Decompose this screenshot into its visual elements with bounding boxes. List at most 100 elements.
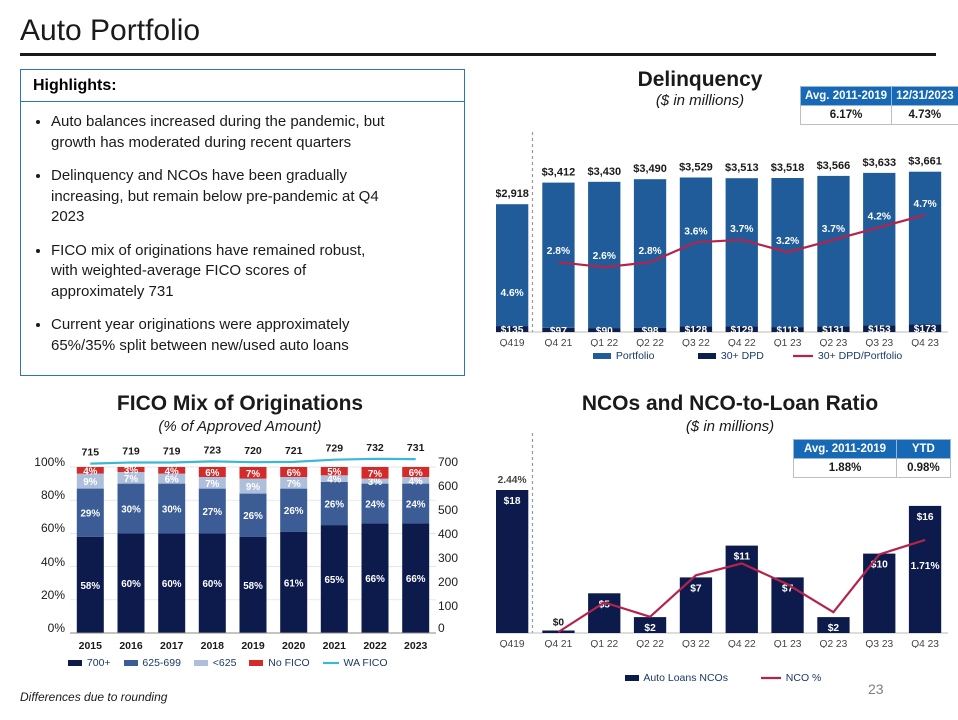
svg-text:2.8%: 2.8% bbox=[638, 246, 661, 257]
svg-text:729: 729 bbox=[326, 443, 344, 455]
svg-text:24%: 24% bbox=[365, 500, 385, 511]
svg-text:2021: 2021 bbox=[323, 640, 347, 652]
svg-text:26%: 26% bbox=[324, 500, 344, 511]
svg-text:Q4 22: Q4 22 bbox=[728, 338, 756, 347]
svg-text:$113: $113 bbox=[777, 326, 799, 337]
svg-text:6%: 6% bbox=[287, 468, 301, 479]
svg-text:26%: 26% bbox=[243, 511, 263, 522]
svg-text:719: 719 bbox=[122, 446, 140, 458]
svg-text:3%: 3% bbox=[124, 466, 138, 477]
svg-text:26%: 26% bbox=[284, 506, 304, 517]
svg-text:719: 719 bbox=[163, 446, 181, 458]
svg-text:2016: 2016 bbox=[119, 640, 143, 652]
svg-text:$3,633: $3,633 bbox=[862, 157, 896, 169]
svg-text:4%: 4% bbox=[83, 466, 97, 477]
svg-text:9%: 9% bbox=[246, 482, 260, 493]
svg-text:Q2 23: Q2 23 bbox=[820, 338, 848, 347]
svg-text:7%: 7% bbox=[287, 479, 301, 490]
svg-text:2015: 2015 bbox=[79, 640, 103, 652]
svg-text:66%: 66% bbox=[365, 574, 385, 585]
svg-text:3.6%: 3.6% bbox=[684, 226, 707, 237]
svg-text:720: 720 bbox=[244, 445, 262, 457]
svg-text:4%: 4% bbox=[165, 466, 179, 477]
svg-text:$2,918: $2,918 bbox=[496, 188, 529, 200]
svg-text:2.8%: 2.8% bbox=[547, 246, 570, 257]
svg-text:$3,430: $3,430 bbox=[587, 166, 621, 178]
svg-text:721: 721 bbox=[285, 445, 303, 457]
svg-text:Q3 23: Q3 23 bbox=[865, 639, 893, 648]
svg-text:Q3 23: Q3 23 bbox=[865, 338, 893, 347]
svg-text:Q4 22: Q4 22 bbox=[728, 639, 756, 648]
svg-text:Q1 22: Q1 22 bbox=[590, 639, 618, 648]
svg-text:7%: 7% bbox=[368, 469, 382, 480]
svg-text:Q3 22: Q3 22 bbox=[682, 338, 710, 347]
svg-text:2020: 2020 bbox=[282, 640, 306, 652]
svg-text:$18: $18 bbox=[504, 496, 521, 507]
svg-text:$153: $153 bbox=[868, 325, 891, 336]
svg-text:731: 731 bbox=[407, 442, 425, 454]
svg-text:$128: $128 bbox=[685, 325, 708, 336]
svg-text:Q1 23: Q1 23 bbox=[774, 338, 802, 347]
svg-text:Q4 23: Q4 23 bbox=[911, 338, 939, 347]
svg-text:Q3 22: Q3 22 bbox=[682, 639, 710, 648]
svg-text:$3,518: $3,518 bbox=[771, 162, 805, 174]
svg-text:60%: 60% bbox=[162, 579, 182, 590]
svg-text:Q2 22: Q2 22 bbox=[636, 338, 664, 347]
svg-text:60%: 60% bbox=[121, 579, 141, 590]
svg-text:66%: 66% bbox=[406, 574, 426, 585]
svg-text:$16: $16 bbox=[917, 512, 934, 523]
svg-text:Q1 23: Q1 23 bbox=[774, 639, 802, 648]
svg-text:60%: 60% bbox=[202, 579, 222, 590]
svg-text:2022: 2022 bbox=[363, 640, 387, 652]
svg-text:2023: 2023 bbox=[404, 640, 428, 652]
svg-text:6%: 6% bbox=[205, 468, 219, 479]
svg-text:$3,490: $3,490 bbox=[633, 163, 667, 175]
svg-text:$90: $90 bbox=[596, 326, 613, 337]
svg-text:$135: $135 bbox=[501, 325, 524, 336]
svg-text:723: 723 bbox=[204, 444, 222, 456]
svg-text:29%: 29% bbox=[80, 509, 100, 520]
svg-text:4.2%: 4.2% bbox=[868, 211, 891, 222]
svg-text:58%: 58% bbox=[80, 581, 100, 592]
svg-text:Q4 21: Q4 21 bbox=[545, 639, 573, 648]
svg-text:$131: $131 bbox=[822, 325, 845, 336]
svg-text:6%: 6% bbox=[409, 468, 423, 479]
svg-text:732: 732 bbox=[366, 442, 384, 454]
svg-text:$2: $2 bbox=[828, 623, 840, 634]
svg-text:$3,513: $3,513 bbox=[725, 162, 759, 174]
svg-text:Q419: Q419 bbox=[500, 639, 525, 648]
svg-text:$11: $11 bbox=[734, 552, 751, 563]
svg-text:Q4 21: Q4 21 bbox=[545, 338, 573, 347]
svg-text:2018: 2018 bbox=[201, 640, 225, 652]
svg-text:3.7%: 3.7% bbox=[822, 224, 845, 235]
svg-text:$7: $7 bbox=[690, 583, 702, 594]
svg-text:$129: $129 bbox=[730, 325, 753, 336]
svg-text:$98: $98 bbox=[642, 326, 659, 337]
svg-text:$0: $0 bbox=[553, 618, 565, 629]
svg-text:7%: 7% bbox=[205, 479, 219, 490]
svg-text:$97: $97 bbox=[550, 326, 567, 337]
svg-text:2.44%: 2.44% bbox=[498, 475, 527, 486]
svg-text:9%: 9% bbox=[83, 477, 97, 488]
svg-text:1.71%: 1.71% bbox=[911, 561, 940, 572]
svg-text:$2: $2 bbox=[644, 623, 656, 634]
svg-text:2019: 2019 bbox=[241, 640, 265, 652]
svg-text:2017: 2017 bbox=[160, 640, 184, 652]
svg-text:3.7%: 3.7% bbox=[730, 224, 753, 235]
svg-text:61%: 61% bbox=[284, 578, 304, 589]
svg-text:$3,529: $3,529 bbox=[679, 162, 713, 174]
svg-text:7%: 7% bbox=[246, 469, 260, 480]
svg-text:$3,661: $3,661 bbox=[908, 156, 942, 168]
svg-text:30%: 30% bbox=[121, 505, 141, 516]
svg-text:4.7%: 4.7% bbox=[913, 199, 936, 210]
svg-text:4.6%: 4.6% bbox=[500, 288, 523, 299]
svg-text:$3,566: $3,566 bbox=[817, 160, 851, 172]
svg-text:65%: 65% bbox=[324, 575, 344, 586]
svg-text:2.6%: 2.6% bbox=[593, 251, 616, 262]
svg-text:3.2%: 3.2% bbox=[776, 236, 799, 247]
svg-text:Q419: Q419 bbox=[500, 338, 525, 347]
svg-text:24%: 24% bbox=[406, 500, 426, 511]
svg-text:$3,412: $3,412 bbox=[542, 167, 576, 179]
svg-text:Q2 22: Q2 22 bbox=[636, 639, 664, 648]
svg-text:58%: 58% bbox=[243, 581, 263, 592]
